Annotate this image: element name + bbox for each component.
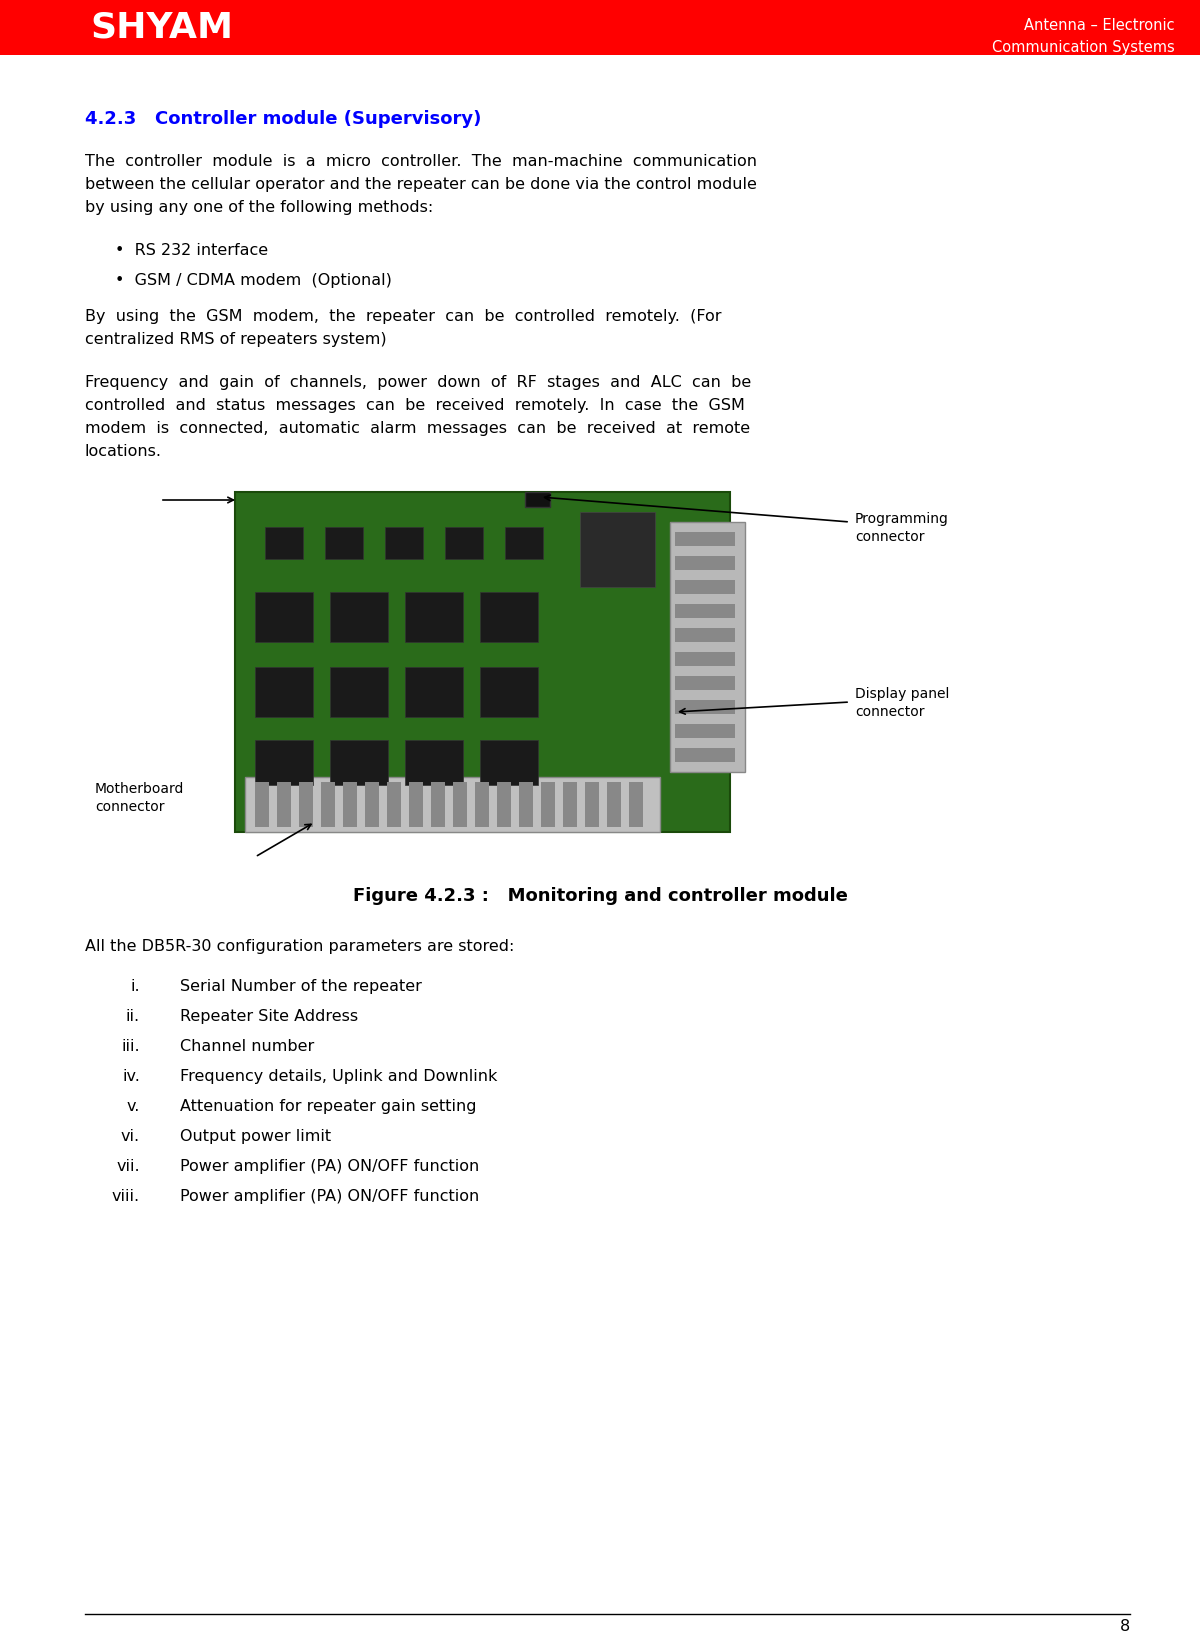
Bar [343,782,358,828]
Bar [505,527,542,558]
Text: vi.: vi. [121,1130,140,1144]
Bar [526,493,550,507]
Bar [674,724,734,737]
Bar [586,782,599,828]
Text: iii.: iii. [121,1039,140,1054]
Text: Output power limit: Output power limit [180,1130,331,1144]
Text: i.: i. [131,979,140,993]
Text: By  using  the  GSM  modem,  the  repeater  can  be  controlled  remotely.  (For: By using the GSM modem, the repeater can… [85,309,721,323]
Text: viii.: viii. [112,1189,140,1204]
Bar [299,782,313,828]
Bar [674,580,734,594]
Bar [674,532,734,547]
Bar [322,782,335,828]
Text: Display panel
connector: Display panel connector [854,686,949,719]
Bar [674,749,734,762]
Text: iv.: iv. [122,1069,140,1084]
Text: ii.: ii. [126,1008,140,1025]
Bar [454,782,467,828]
Text: controlled  and  status  messages  can  be  received  remotely.  In  case  the  : controlled and status messages can be re… [85,397,745,414]
Text: Serial Number of the repeater: Serial Number of the repeater [180,979,422,993]
Bar [256,741,313,785]
Bar [674,604,734,617]
Text: The  controller  module  is  a  micro  controller.  The  man-machine  communicat: The controller module is a micro control… [85,154,757,169]
Bar [406,593,463,642]
Bar [235,493,730,832]
Text: 8: 8 [1120,1619,1130,1634]
Bar [245,777,660,832]
Bar [256,593,313,642]
Bar [674,557,734,570]
Text: SHYAM: SHYAM [90,10,233,44]
Text: 4.2.3   Controller module (Supervisory): 4.2.3 Controller module (Supervisory) [85,110,481,128]
Bar [406,667,463,718]
Bar [497,782,511,828]
Bar [386,782,401,828]
Text: Repeater Site Address: Repeater Site Address [180,1008,358,1025]
Bar [563,782,577,828]
Text: centralized RMS of repeaters system): centralized RMS of repeaters system) [85,332,386,346]
Bar [674,652,734,667]
Bar [480,593,538,642]
Text: v.: v. [127,1098,140,1113]
Bar [480,667,538,718]
Bar [330,741,388,785]
Text: locations.: locations. [85,443,162,460]
Text: vii.: vii. [116,1159,140,1174]
Bar [409,782,424,828]
Bar [580,512,655,586]
Text: Power amplifier (PA) ON/OFF function: Power amplifier (PA) ON/OFF function [180,1159,479,1174]
Text: •  GSM / CDMA modem  (Optional): • GSM / CDMA modem (Optional) [115,273,392,287]
Bar [445,527,482,558]
Text: Motherboard
connector: Motherboard connector [95,782,185,814]
Bar [431,782,445,828]
Text: All the DB5R-30 configuration parameters are stored:: All the DB5R-30 configuration parameters… [85,939,515,954]
Text: modem  is  connected,  automatic  alarm  messages  can  be  received  at  remote: modem is connected, automatic alarm mess… [85,420,750,437]
Text: Channel number: Channel number [180,1039,314,1054]
Text: Attenuation for repeater gain setting: Attenuation for repeater gain setting [180,1098,476,1113]
Text: Programming
connector: Programming connector [854,512,949,545]
Bar [607,782,622,828]
Bar [256,667,313,718]
Text: between the cellular operator and the repeater can be done via the control modul: between the cellular operator and the re… [85,177,757,192]
Bar [674,677,734,690]
Text: •  RS 232 interface: • RS 232 interface [115,243,268,258]
Bar [674,627,734,642]
Bar [256,782,269,828]
Bar [480,741,538,785]
Text: Frequency  and  gain  of  channels,  power  down  of  RF  stages  and  ALC  can : Frequency and gain of channels, power do… [85,374,751,391]
Bar [0,0,1200,54]
Bar [277,782,292,828]
Bar [365,782,379,828]
Text: Figure 4.2.3 :   Monitoring and controller module: Figure 4.2.3 : Monitoring and controller… [353,887,847,905]
Bar [385,527,424,558]
Bar [674,699,734,714]
Bar [475,782,490,828]
Bar [265,527,302,558]
Text: Antenna – Electronic
Communication Systems: Antenna – Electronic Communication Syste… [992,18,1175,54]
Text: Frequency details, Uplink and Downlink: Frequency details, Uplink and Downlink [180,1069,497,1084]
Bar [670,522,745,772]
Bar [541,782,554,828]
Bar [330,593,388,642]
Bar [330,667,388,718]
Bar [520,782,533,828]
Bar [325,527,364,558]
Bar [406,741,463,785]
Text: by using any one of the following methods:: by using any one of the following method… [85,200,433,215]
Text: Power amplifier (PA) ON/OFF function: Power amplifier (PA) ON/OFF function [180,1189,479,1204]
Bar [629,782,643,828]
